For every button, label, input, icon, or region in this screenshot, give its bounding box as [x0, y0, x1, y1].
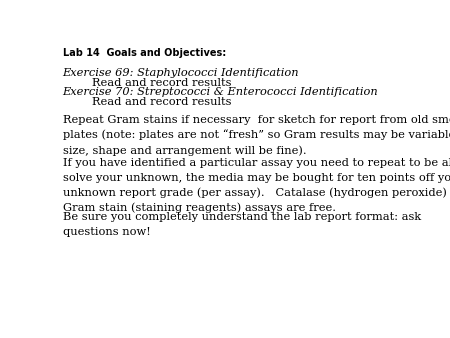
Text: Read and record results: Read and record results	[63, 97, 231, 107]
Text: Exercise 69: Staphylococci Identification: Exercise 69: Staphylococci Identificatio…	[63, 68, 299, 78]
Text: Be sure you completely understand the lab report format: ask
questions now!: Be sure you completely understand the la…	[63, 212, 421, 237]
Text: Lab 14  Goals and Objectives:: Lab 14 Goals and Objectives:	[63, 48, 226, 58]
Text: Exercise 70: Streptococci & Enterococci Identification: Exercise 70: Streptococci & Enterococci …	[63, 88, 378, 97]
Text: Read and record results: Read and record results	[63, 78, 231, 88]
Text: Repeat Gram stains if necessary  for sketch for report from old smears or
plates: Repeat Gram stains if necessary for sket…	[63, 115, 450, 155]
Text: If you have identified a particular assay you need to repeat to be able to
solve: If you have identified a particular assa…	[63, 158, 450, 213]
